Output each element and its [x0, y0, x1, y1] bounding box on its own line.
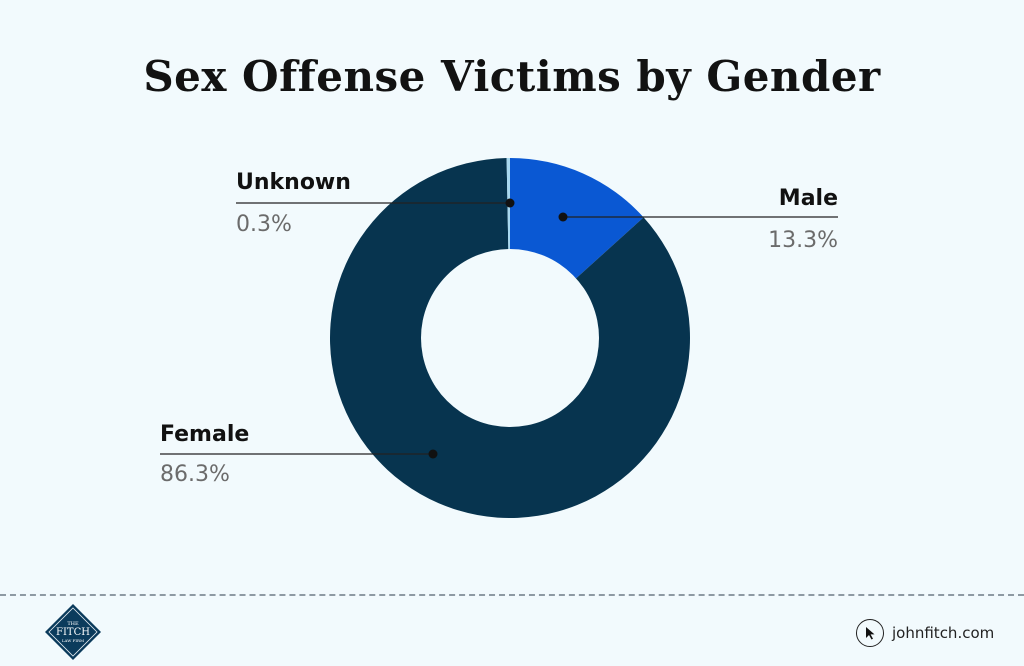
unknown-leader-dot	[505, 198, 515, 208]
logo-line2: FITCH	[56, 627, 90, 638]
logo-line1: THE	[67, 621, 79, 627]
website-link[interactable]: johnfitch.com	[856, 617, 994, 649]
unknown-value: 0.3%	[236, 212, 292, 237]
firm-logo: THE FITCH LAW FIRM	[45, 604, 101, 660]
chart-title: Sex Offense Victims by Gender	[143, 52, 881, 101]
unknown-label: Unknown	[236, 170, 351, 195]
male-label: Male	[778, 186, 838, 211]
leader-lines	[160, 198, 838, 459]
female-label: Female	[160, 422, 250, 447]
female-leader-dot	[428, 449, 438, 459]
donut-chart	[160, 158, 838, 518]
female-value: 86.3%	[160, 462, 230, 487]
cursor-icon	[856, 619, 884, 647]
website-text: johnfitch.com	[892, 624, 995, 642]
logo-line3: LAW FIRM	[62, 638, 84, 643]
male-value: 13.3%	[768, 228, 838, 253]
footer-divider	[0, 594, 1024, 596]
donut-hole	[421, 249, 599, 427]
male-leader-dot	[558, 212, 568, 222]
